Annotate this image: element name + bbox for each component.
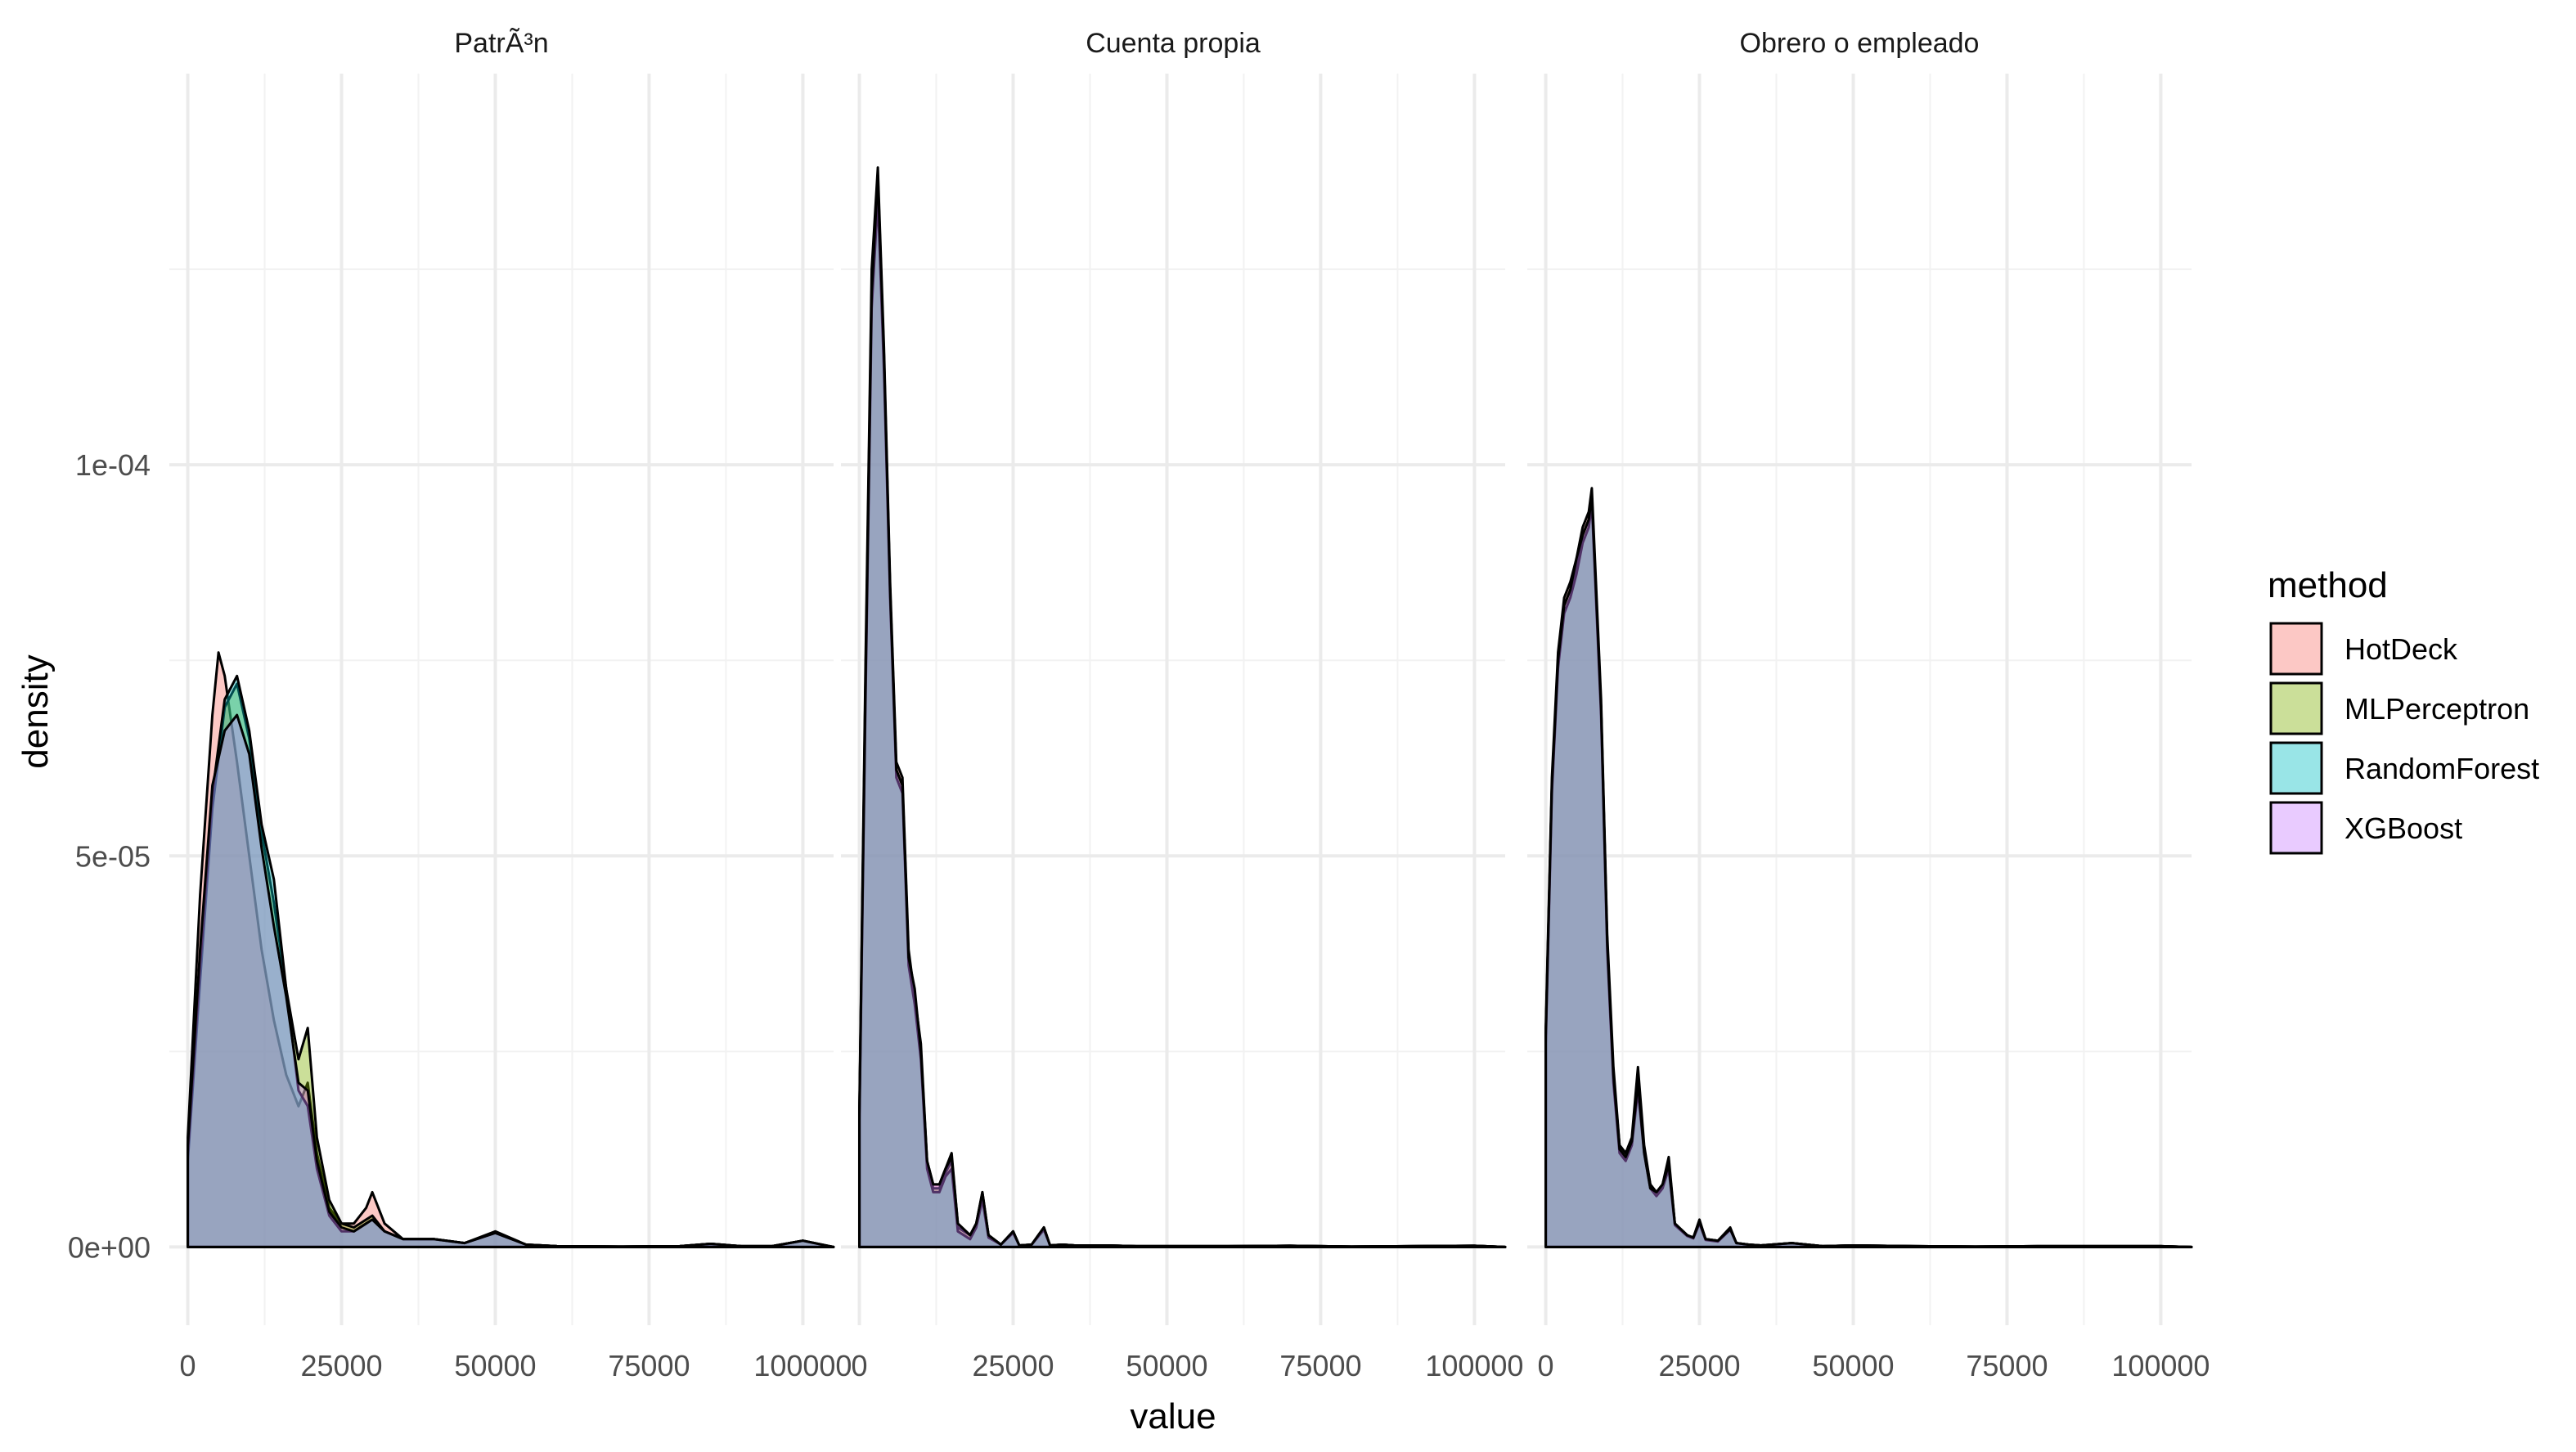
facet-strip-label: Cuenta propia xyxy=(1086,28,1261,59)
legend-key-background xyxy=(2269,741,2323,795)
legend-entry: XGBoost xyxy=(2269,801,2462,855)
x-tick-label: 0 xyxy=(180,1349,196,1382)
x-tick-label: 100000 xyxy=(2111,1349,2210,1382)
y-tick-label: 1e-04 xyxy=(75,448,151,482)
legend-entry: MLPerceptron xyxy=(2269,681,2529,735)
facet-panel: Obrero o empleado 0 25000 50000 75000 100000 xyxy=(1527,28,2210,1382)
x-axis-title: value xyxy=(1130,1396,1216,1436)
x-tick-label: 50000 xyxy=(1812,1349,1894,1382)
facet-strip-label: PatrÃ³n xyxy=(454,28,548,59)
x-tick-label: 25000 xyxy=(300,1349,382,1382)
legend-label: RandomForest xyxy=(2344,752,2539,785)
density-area-xgboost xyxy=(1544,494,2193,1248)
legend-key-swatch xyxy=(2269,681,2323,735)
legend-label: MLPerceptron xyxy=(2344,692,2529,726)
density-area-xgboost xyxy=(858,173,1507,1248)
legend-key-background xyxy=(2269,622,2323,676)
x-tick-label: 75000 xyxy=(1279,1349,1361,1382)
legend: method HotDeck MLPerceptron RandomForest XG… xyxy=(2268,565,2539,855)
legend-entries: HotDeck MLPerceptron RandomForest XGBoost xyxy=(2269,622,2539,855)
facet-panel: Cuenta propia 0 25000 50000 75000 100000 xyxy=(841,28,1523,1382)
legend-key-swatch xyxy=(2269,741,2323,795)
x-tick-label: 100000 xyxy=(753,1349,852,1382)
x-tick-label: 100000 xyxy=(1425,1349,1523,1382)
x-tick-label: 75000 xyxy=(1966,1349,2048,1382)
x-tick-label: 0 xyxy=(852,1349,868,1382)
legend-label: HotDeck xyxy=(2344,632,2458,666)
legend-key-background xyxy=(2269,681,2323,735)
x-tick-label: 25000 xyxy=(1658,1349,1740,1382)
y-tick-label: 0e+00 xyxy=(68,1230,151,1264)
legend-key-swatch xyxy=(2269,622,2323,676)
x-tick-label: 50000 xyxy=(454,1349,536,1382)
facets-layer: PatrÃ³n 0 25000 50000 75000 100000 0e+00 5e-05 1… xyxy=(68,28,2210,1382)
density-area-xgboost xyxy=(187,713,835,1248)
y-tick-label: 5e-05 xyxy=(75,839,151,873)
legend-title: method xyxy=(2268,565,2388,605)
x-tick-label: 0 xyxy=(1538,1349,1554,1382)
legend-entry: RandomForest xyxy=(2269,741,2539,795)
x-tick-label: 75000 xyxy=(608,1349,690,1382)
x-tick-label: 50000 xyxy=(1126,1349,1207,1382)
legend-key-swatch xyxy=(2269,801,2323,855)
x-tick-label: 25000 xyxy=(972,1349,1054,1382)
facet-strip-label: Obrero o empleado xyxy=(1740,28,1980,59)
facet-panel: PatrÃ³n 0 25000 50000 75000 100000 0e+00 5e-05 1… xyxy=(68,28,852,1382)
legend-entry: HotDeck xyxy=(2269,622,2458,676)
y-axis-title: density xyxy=(16,654,56,768)
legend-label: XGBoost xyxy=(2344,811,2462,845)
legend-key-background xyxy=(2269,801,2323,855)
